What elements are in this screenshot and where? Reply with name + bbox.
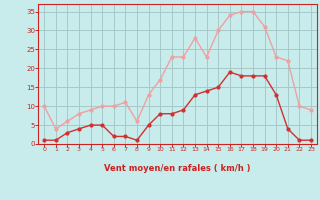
X-axis label: Vent moyen/en rafales ( km/h ): Vent moyen/en rafales ( km/h ) [104,164,251,173]
